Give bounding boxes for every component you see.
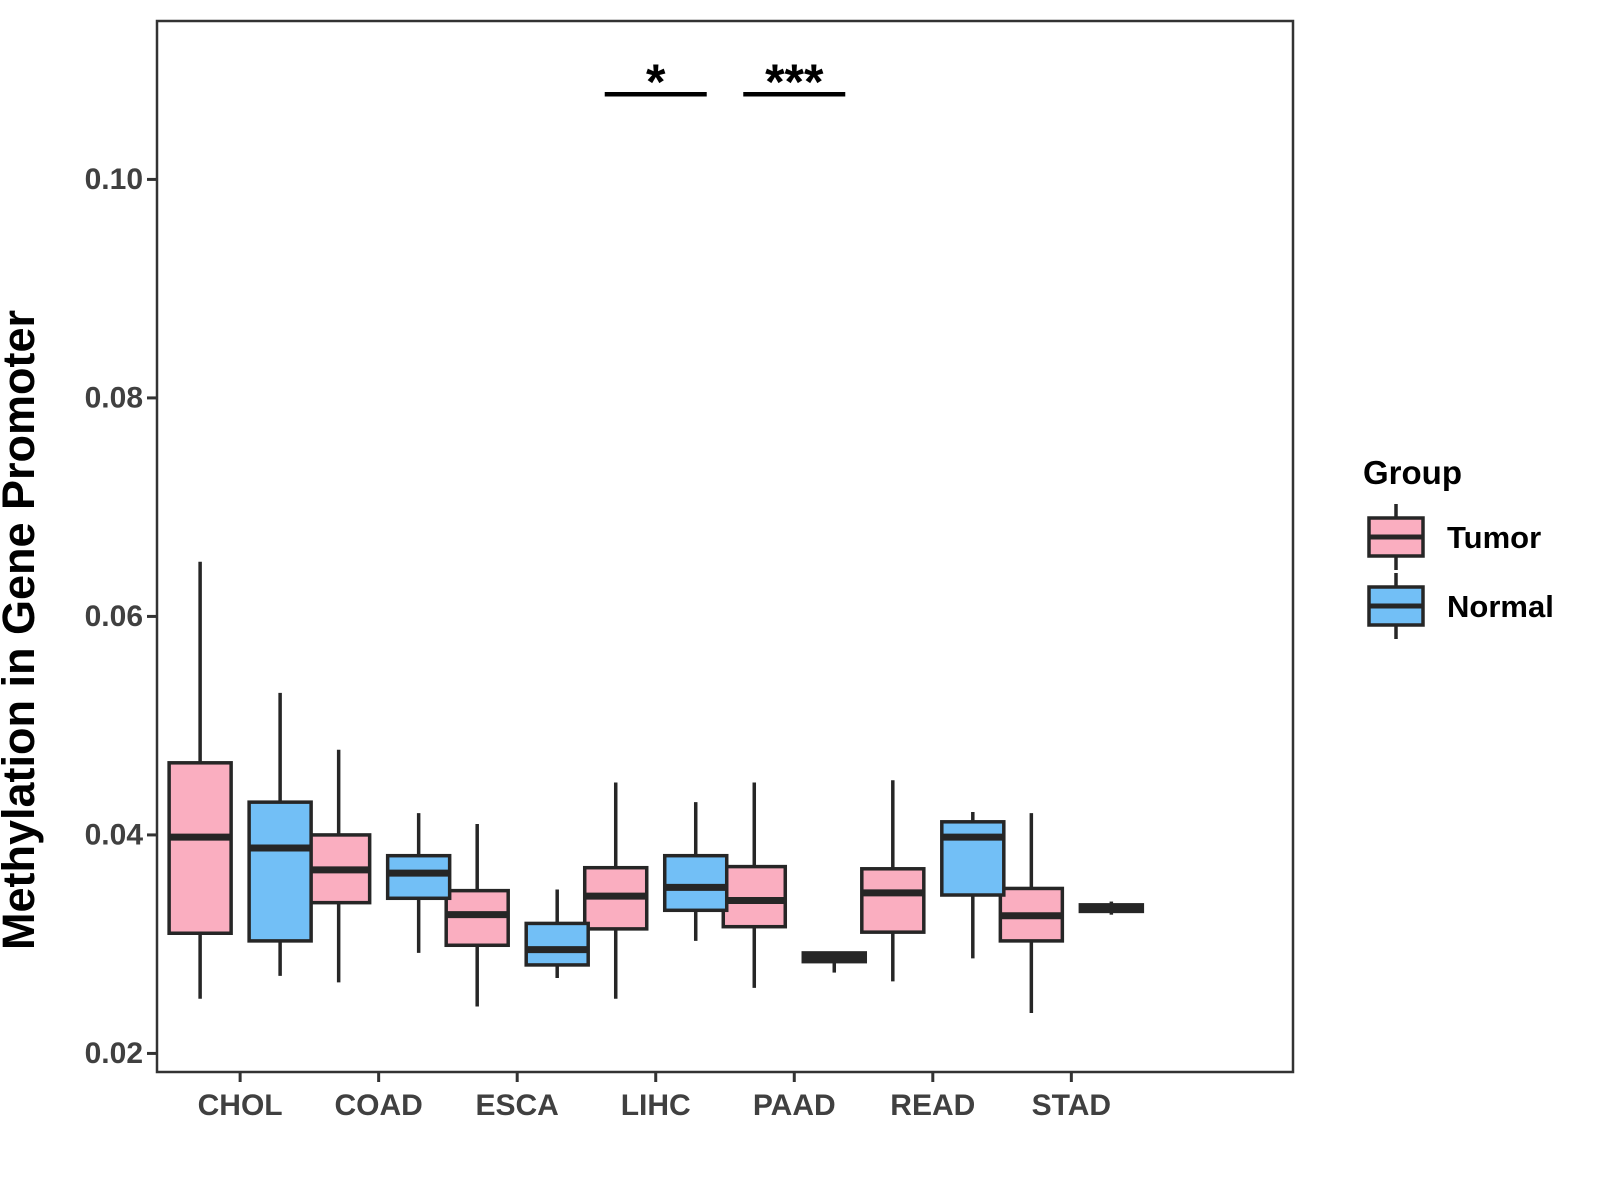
legend-label-normal: Normal xyxy=(1447,589,1554,624)
box-tumor-PAAD xyxy=(721,864,788,929)
significance-label-LIHC: * xyxy=(646,54,666,110)
box-normal-READ xyxy=(940,820,1006,897)
x-axis-category-label: PAAD xyxy=(753,1089,836,1122)
box-tumor-CHOL xyxy=(167,761,233,936)
y-axis-tick-label: 0.10 xyxy=(85,163,143,196)
box-normal-COAD xyxy=(385,853,452,901)
x-axis-category-label: ESCA xyxy=(476,1089,559,1122)
y-axis-tick-label: 0.02 xyxy=(85,1037,143,1070)
y-axis-title: Methylation in Gene Promoter xyxy=(0,310,44,950)
legend-label-tumor: Tumor xyxy=(1447,520,1541,555)
y-axis-tick-label: 0.06 xyxy=(85,600,143,633)
box-normal-CHOL xyxy=(247,800,313,943)
y-axis-tick-label: 0.04 xyxy=(85,818,144,851)
legend-title: Group xyxy=(1363,454,1462,491)
box-normal-ESCA xyxy=(524,921,590,967)
x-axis-category-label: READ xyxy=(890,1089,975,1122)
x-axis-category-label: COAD xyxy=(334,1089,422,1122)
x-axis-category-label: LIHC xyxy=(621,1089,691,1122)
box-tumor-READ xyxy=(860,867,926,934)
x-axis-category-label: STAD xyxy=(1032,1089,1111,1122)
significance-label-PAAD: *** xyxy=(765,54,824,110)
box-normal-LIHC xyxy=(662,853,729,913)
x-axis-category-label: CHOL xyxy=(198,1089,283,1122)
y-axis-tick-label: 0.08 xyxy=(85,381,143,414)
